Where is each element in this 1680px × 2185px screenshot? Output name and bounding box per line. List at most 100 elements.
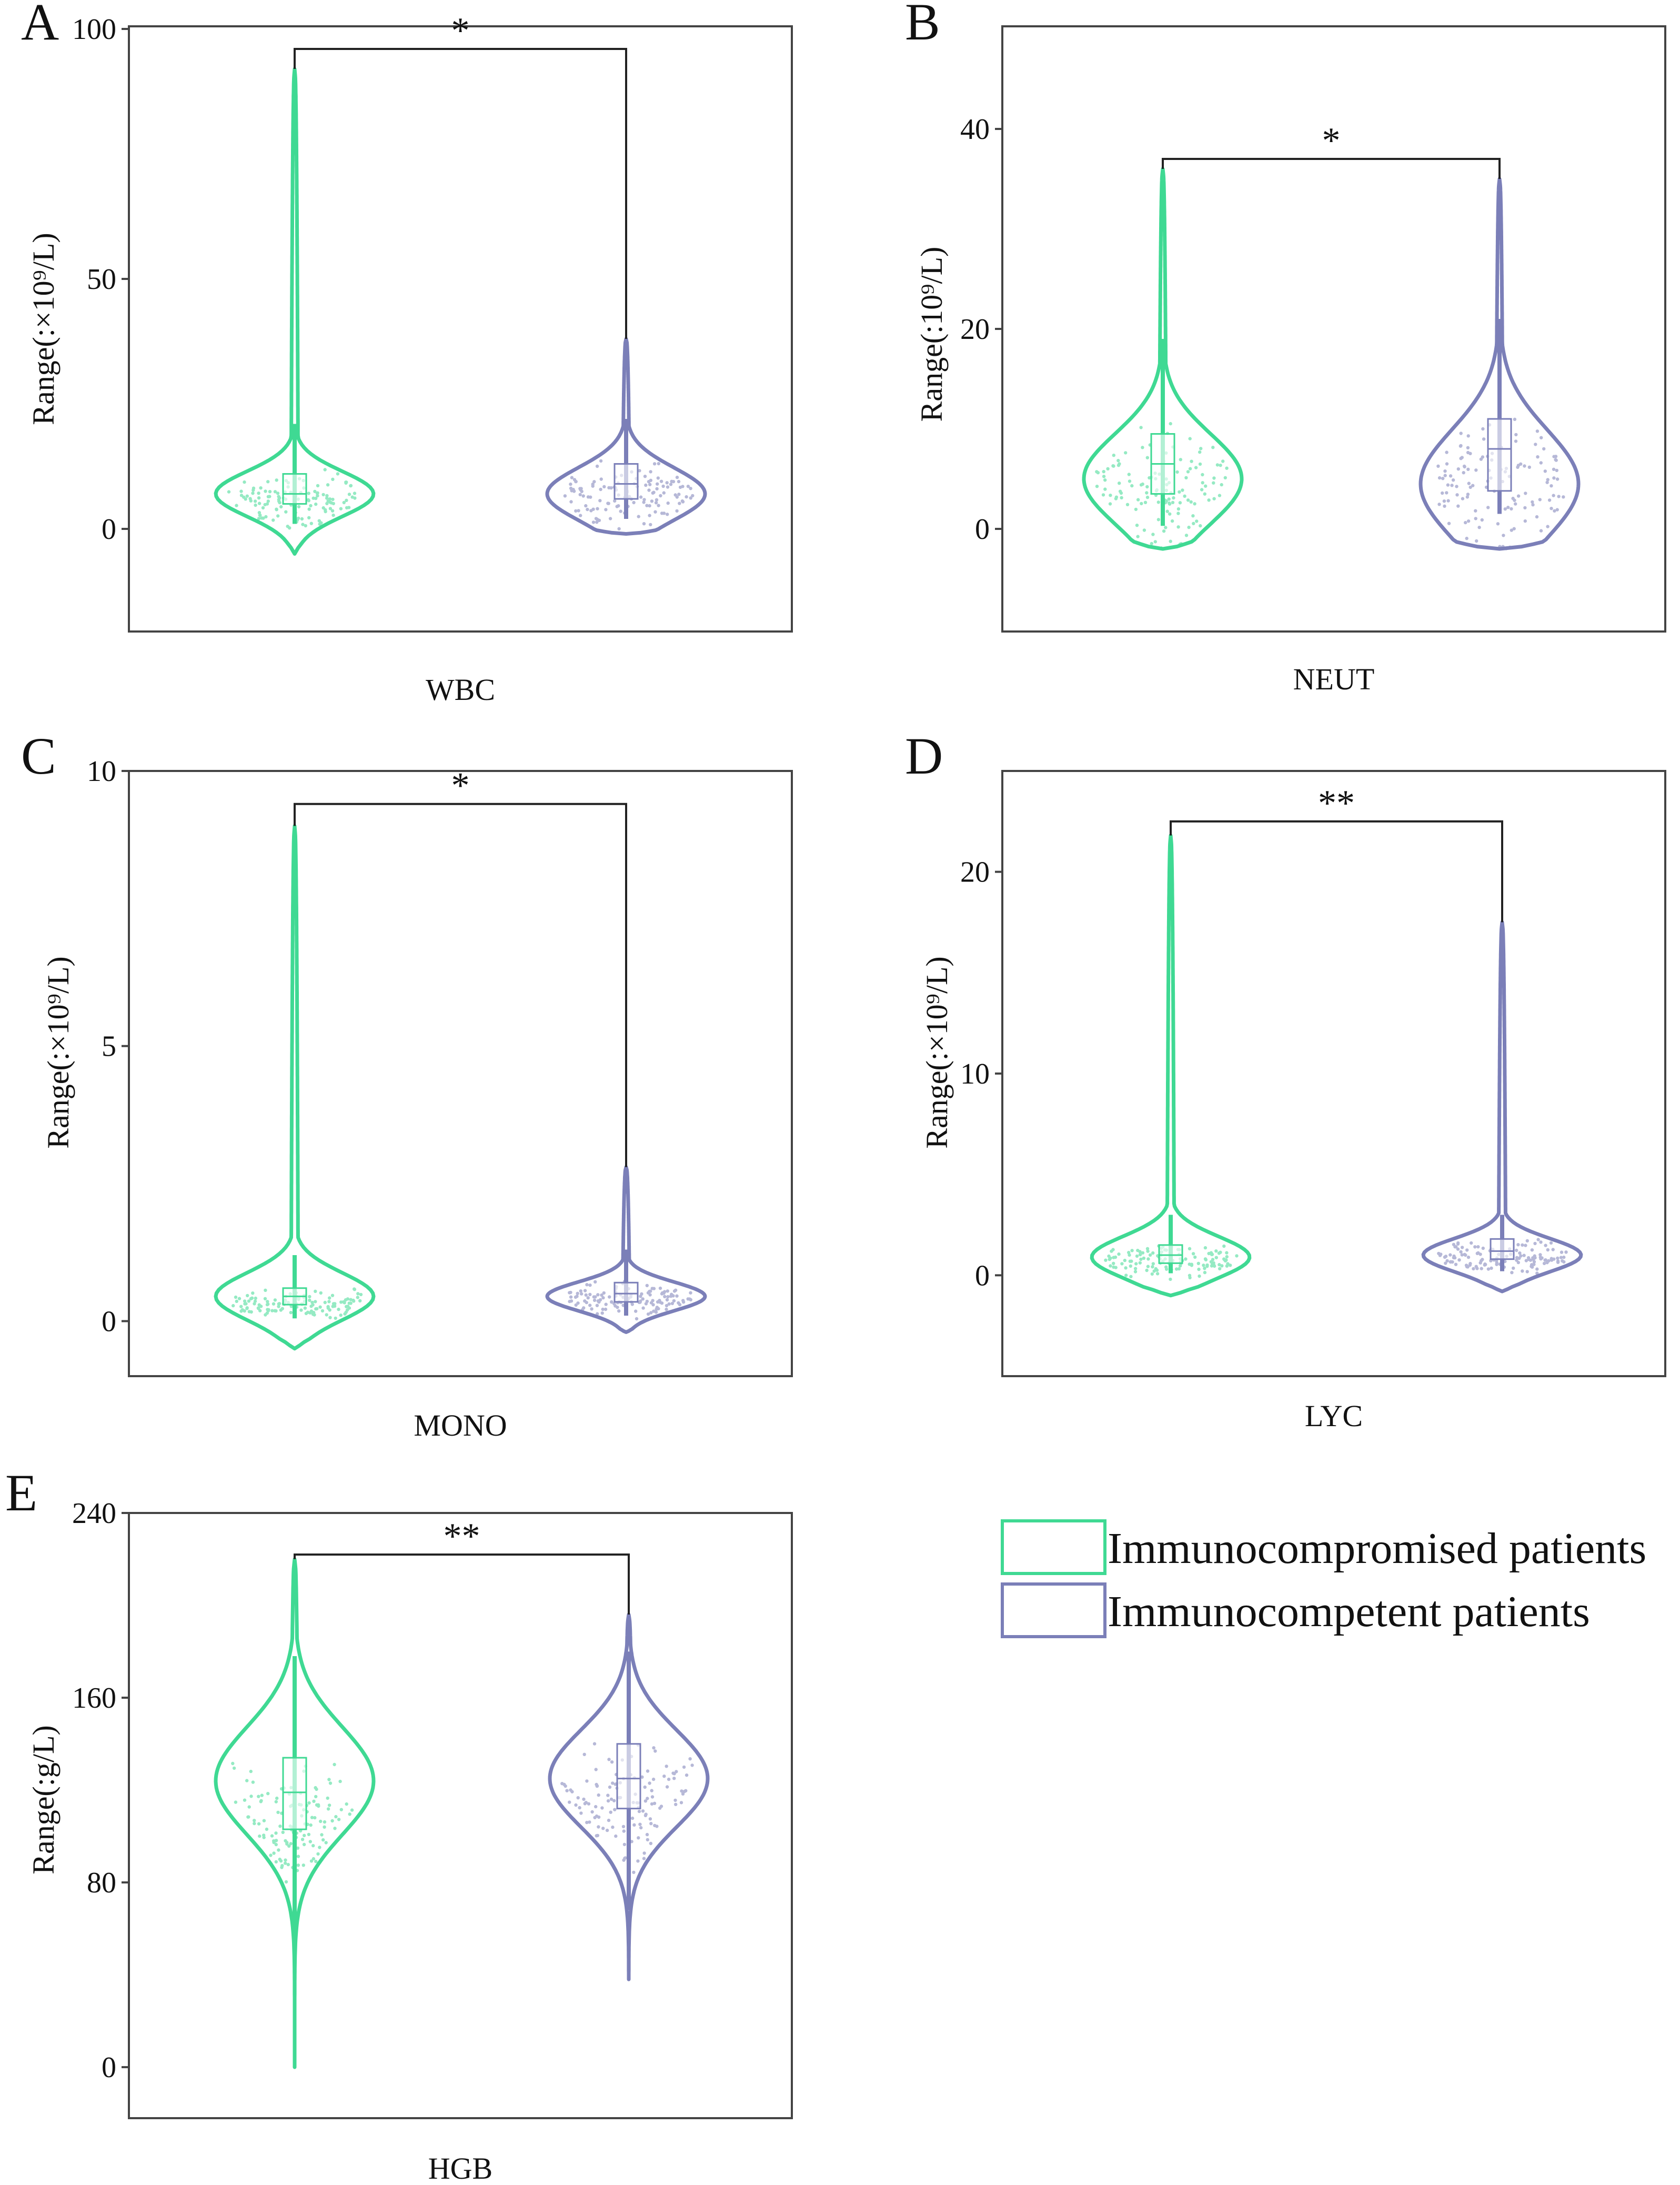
data-point <box>1445 491 1448 495</box>
data-point <box>272 1840 276 1845</box>
data-point <box>588 1304 592 1307</box>
data-point <box>604 1302 608 1306</box>
data-point <box>274 1800 278 1803</box>
data-point <box>286 1862 290 1867</box>
data-point <box>603 1307 608 1311</box>
data-point <box>1480 518 1484 522</box>
data-point <box>1542 447 1546 451</box>
data-point <box>279 1859 283 1863</box>
panel-b-significance-label: * <box>1322 121 1341 161</box>
data-point <box>1474 509 1477 513</box>
data-point <box>344 1298 348 1302</box>
data-point <box>259 1799 263 1802</box>
data-point <box>309 1305 313 1308</box>
data-point <box>253 1302 256 1306</box>
data-point <box>1118 462 1121 466</box>
data-point <box>319 1291 323 1295</box>
data-point <box>655 1825 659 1828</box>
data-point <box>1524 1259 1528 1262</box>
data-point <box>324 1841 328 1845</box>
data-point <box>642 1851 646 1855</box>
data-point <box>1204 484 1208 488</box>
data-point <box>1514 502 1517 506</box>
data-point <box>308 1295 311 1299</box>
data-point <box>654 501 658 505</box>
data-point <box>564 1784 567 1788</box>
data-point <box>277 1305 280 1308</box>
data-point <box>1176 525 1180 529</box>
data-point <box>1564 1250 1568 1254</box>
data-point <box>608 1295 611 1299</box>
data-point <box>276 492 280 495</box>
data-point <box>655 487 659 490</box>
data-point <box>1530 1248 1534 1252</box>
data-point <box>1130 1249 1134 1252</box>
data-point <box>1465 536 1468 540</box>
data-point <box>1536 1238 1540 1241</box>
data-point <box>1459 432 1463 435</box>
data-point <box>1471 484 1475 487</box>
data-point <box>1167 501 1171 505</box>
data-point <box>1142 1256 1146 1260</box>
data-point <box>1448 1253 1452 1257</box>
data-point <box>1456 467 1460 471</box>
data-point <box>1473 1245 1477 1249</box>
data-point <box>303 1833 306 1837</box>
data-point <box>271 518 275 522</box>
data-point <box>647 480 651 484</box>
data-point <box>1538 1253 1542 1257</box>
data-point <box>317 1804 320 1808</box>
panel-d: D LYC Range(:×10⁹/L) 0 10 20 ** <box>905 727 1666 1433</box>
data-point <box>1445 450 1448 454</box>
data-point <box>1496 522 1500 526</box>
data-point <box>609 486 613 490</box>
data-point <box>343 1312 347 1316</box>
data-point <box>646 1769 650 1773</box>
data-point <box>650 1795 655 1799</box>
data-point <box>600 1293 603 1297</box>
data-point <box>314 1289 317 1293</box>
panel-a-ytick-label-1: 50 <box>87 263 116 296</box>
data-point <box>275 478 278 482</box>
data-point <box>588 1292 592 1296</box>
data-point <box>270 1309 274 1312</box>
data-point <box>1481 427 1485 431</box>
data-point <box>266 1300 269 1304</box>
data-point <box>1136 498 1140 502</box>
data-point <box>643 1813 648 1818</box>
data-point <box>661 484 665 488</box>
data-point <box>280 1866 284 1869</box>
data-point <box>581 494 585 498</box>
data-point <box>1530 1265 1533 1268</box>
panel-e-significance-label: ** <box>444 1516 480 1557</box>
panel-e-ytick-label-0: 0 <box>102 2051 116 2084</box>
data-point <box>1459 457 1463 460</box>
panel-a-ticks: 0 50 100 <box>72 13 129 546</box>
data-point <box>248 497 252 500</box>
data-point <box>648 1781 651 1785</box>
data-point <box>1532 1260 1536 1264</box>
data-point <box>1209 1260 1213 1264</box>
data-point <box>1513 498 1516 502</box>
data-point <box>347 493 351 496</box>
data-point <box>266 480 270 484</box>
data-point <box>1133 1267 1138 1270</box>
data-point <box>634 1309 638 1313</box>
data-point <box>1536 455 1540 459</box>
data-point <box>1538 498 1542 502</box>
data-point <box>649 1311 653 1315</box>
data-point <box>585 1820 589 1825</box>
data-point <box>597 1825 600 1829</box>
data-point <box>324 508 327 512</box>
data-point <box>1456 1242 1460 1246</box>
legend-label-immunocompetent: Immunocompetent patients <box>1108 1587 1590 1636</box>
data-point <box>1203 492 1206 496</box>
data-point <box>1145 456 1149 459</box>
data-point <box>1550 1258 1554 1262</box>
data-point <box>325 496 329 500</box>
data-point <box>258 513 262 517</box>
data-point <box>1510 1271 1514 1275</box>
data-point <box>316 1852 320 1856</box>
data-point <box>257 1303 261 1307</box>
data-point <box>1124 451 1128 455</box>
